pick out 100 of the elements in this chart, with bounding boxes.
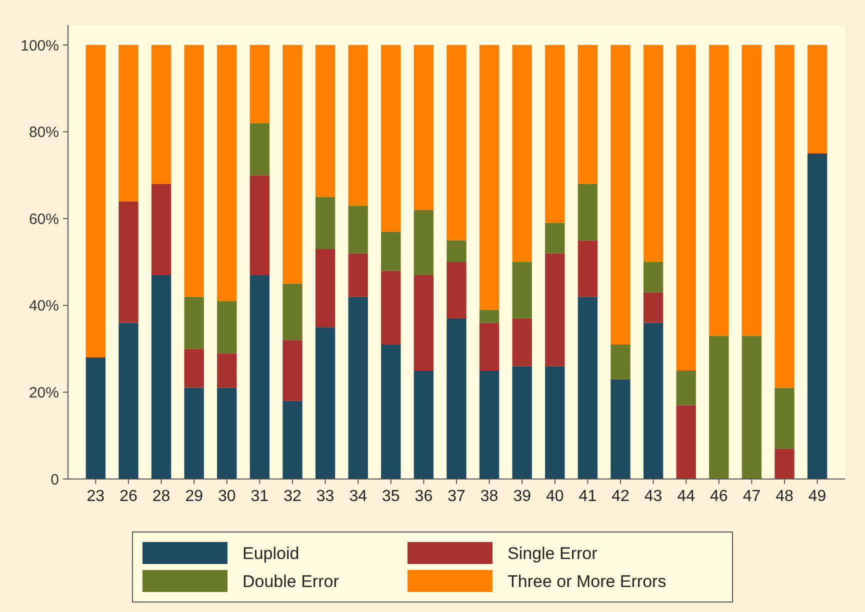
bar xyxy=(578,184,598,240)
bar xyxy=(282,45,302,284)
bar xyxy=(610,379,630,479)
bar xyxy=(807,154,828,479)
bar xyxy=(118,201,138,323)
bar xyxy=(315,196,336,249)
x-tick-label: 32 xyxy=(284,488,302,505)
bar xyxy=(676,370,696,406)
bar xyxy=(479,310,500,323)
y-tick-label: 40% xyxy=(28,298,59,315)
bar xyxy=(184,45,204,297)
bar xyxy=(250,275,270,479)
x-tick-label: 26 xyxy=(120,488,138,505)
bar xyxy=(315,327,336,479)
bar xyxy=(282,284,302,340)
bar xyxy=(807,45,828,154)
bar xyxy=(446,318,466,479)
y-tick-label: 100% xyxy=(20,37,59,54)
bar xyxy=(315,248,336,328)
bar xyxy=(217,301,237,354)
x-tick-label: 39 xyxy=(513,488,532,505)
bar xyxy=(578,45,598,184)
bar xyxy=(86,357,106,479)
bar xyxy=(151,184,172,276)
x-tick-label: 35 xyxy=(382,488,400,505)
y-tick-label: 20% xyxy=(28,384,59,402)
bar xyxy=(545,253,565,366)
y-tick-label: 0 xyxy=(50,471,59,488)
bar xyxy=(184,296,204,349)
bar xyxy=(774,388,794,449)
bar xyxy=(512,366,532,479)
bar xyxy=(446,45,466,240)
x-tick-label: 30 xyxy=(218,488,236,505)
x-tick-label: 31 xyxy=(250,488,269,505)
x-tick-label: 44 xyxy=(677,488,696,505)
bar xyxy=(742,45,762,336)
bar xyxy=(545,45,565,223)
bar xyxy=(381,232,401,271)
bar xyxy=(315,45,336,197)
bar xyxy=(282,340,302,401)
bar xyxy=(709,336,729,479)
bar xyxy=(348,296,368,479)
x-tick-label: 40 xyxy=(546,488,564,505)
y-tick-label: 60% xyxy=(28,210,59,228)
y-tick-label: 80% xyxy=(28,124,59,142)
bar xyxy=(545,222,565,254)
bar xyxy=(578,296,598,479)
bar xyxy=(512,262,532,318)
x-tick-label: 41 xyxy=(578,488,597,505)
bar xyxy=(118,322,138,479)
x-tick-label: 46 xyxy=(710,488,728,505)
bar xyxy=(250,175,270,276)
legend-label: Euploid xyxy=(242,544,300,563)
legend-label: Single Error xyxy=(508,544,598,563)
bar xyxy=(250,123,270,176)
bar xyxy=(578,240,598,297)
bar xyxy=(446,240,466,262)
bar xyxy=(512,318,532,366)
x-tick-label: 23 xyxy=(86,488,105,505)
bar xyxy=(479,370,500,479)
bar xyxy=(676,45,696,370)
bar xyxy=(86,45,106,358)
bar xyxy=(512,45,532,262)
bar xyxy=(348,253,368,297)
bar xyxy=(774,45,794,388)
x-tick-label: 33 xyxy=(316,488,334,505)
legend-label: Double Error xyxy=(242,572,340,591)
bar xyxy=(381,270,401,344)
bar xyxy=(414,370,434,479)
bar xyxy=(118,45,138,202)
bar xyxy=(643,45,664,262)
x-tick-label: 37 xyxy=(448,488,466,505)
bar xyxy=(381,45,401,232)
x-tick-label: 34 xyxy=(349,488,368,505)
legend-label: Three or More Errors xyxy=(508,572,666,591)
bar xyxy=(774,448,794,479)
bar xyxy=(414,210,434,276)
bar xyxy=(184,388,204,479)
bar xyxy=(643,322,664,479)
bar xyxy=(610,344,630,380)
bar xyxy=(217,388,237,479)
bar xyxy=(184,348,204,388)
x-tick-label: 47 xyxy=(742,488,761,505)
bar xyxy=(742,336,762,479)
bar xyxy=(250,45,270,124)
bar xyxy=(545,366,565,479)
x-tick-label: 49 xyxy=(808,488,826,505)
bar xyxy=(348,206,368,254)
bar xyxy=(217,353,237,388)
x-tick-label: 28 xyxy=(152,488,170,505)
bar xyxy=(282,400,302,479)
bar xyxy=(479,322,500,370)
bar xyxy=(348,45,368,206)
bar xyxy=(151,45,172,184)
bar xyxy=(446,262,466,318)
x-tick-label: 38 xyxy=(480,488,498,505)
bar xyxy=(414,45,434,210)
x-tick-label: 43 xyxy=(644,488,662,505)
x-tick-label: 48 xyxy=(776,488,794,505)
bar xyxy=(610,45,630,344)
